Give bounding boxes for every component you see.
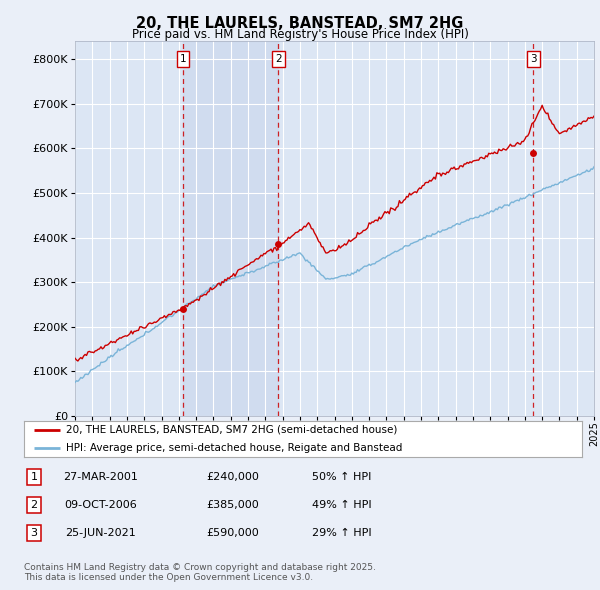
Bar	[183, 41, 278, 416]
Text: 2: 2	[31, 500, 38, 510]
Text: £385,000: £385,000	[206, 500, 259, 510]
Text: 2: 2	[275, 54, 281, 64]
Text: 1: 1	[180, 54, 187, 64]
Text: 20, THE LAURELS, BANSTEAD, SM7 2HG (semi-detached house): 20, THE LAURELS, BANSTEAD, SM7 2HG (semi…	[66, 425, 397, 435]
Text: 1: 1	[31, 471, 38, 481]
Text: 49% ↑ HPI: 49% ↑ HPI	[311, 500, 371, 510]
Text: 25-JUN-2021: 25-JUN-2021	[65, 528, 136, 538]
Text: 29% ↑ HPI: 29% ↑ HPI	[311, 528, 371, 538]
Text: 09-OCT-2006: 09-OCT-2006	[64, 500, 137, 510]
Text: HPI: Average price, semi-detached house, Reigate and Banstead: HPI: Average price, semi-detached house,…	[66, 443, 402, 453]
Text: 27-MAR-2001: 27-MAR-2001	[63, 471, 138, 481]
Text: 50% ↑ HPI: 50% ↑ HPI	[312, 471, 371, 481]
Text: £240,000: £240,000	[206, 471, 259, 481]
Text: £590,000: £590,000	[206, 528, 259, 538]
Text: Price paid vs. HM Land Registry's House Price Index (HPI): Price paid vs. HM Land Registry's House …	[131, 28, 469, 41]
Text: 20, THE LAURELS, BANSTEAD, SM7 2HG: 20, THE LAURELS, BANSTEAD, SM7 2HG	[136, 16, 464, 31]
Text: Contains HM Land Registry data © Crown copyright and database right 2025.
This d: Contains HM Land Registry data © Crown c…	[24, 563, 376, 582]
Text: 3: 3	[530, 54, 537, 64]
Text: 3: 3	[31, 528, 38, 538]
